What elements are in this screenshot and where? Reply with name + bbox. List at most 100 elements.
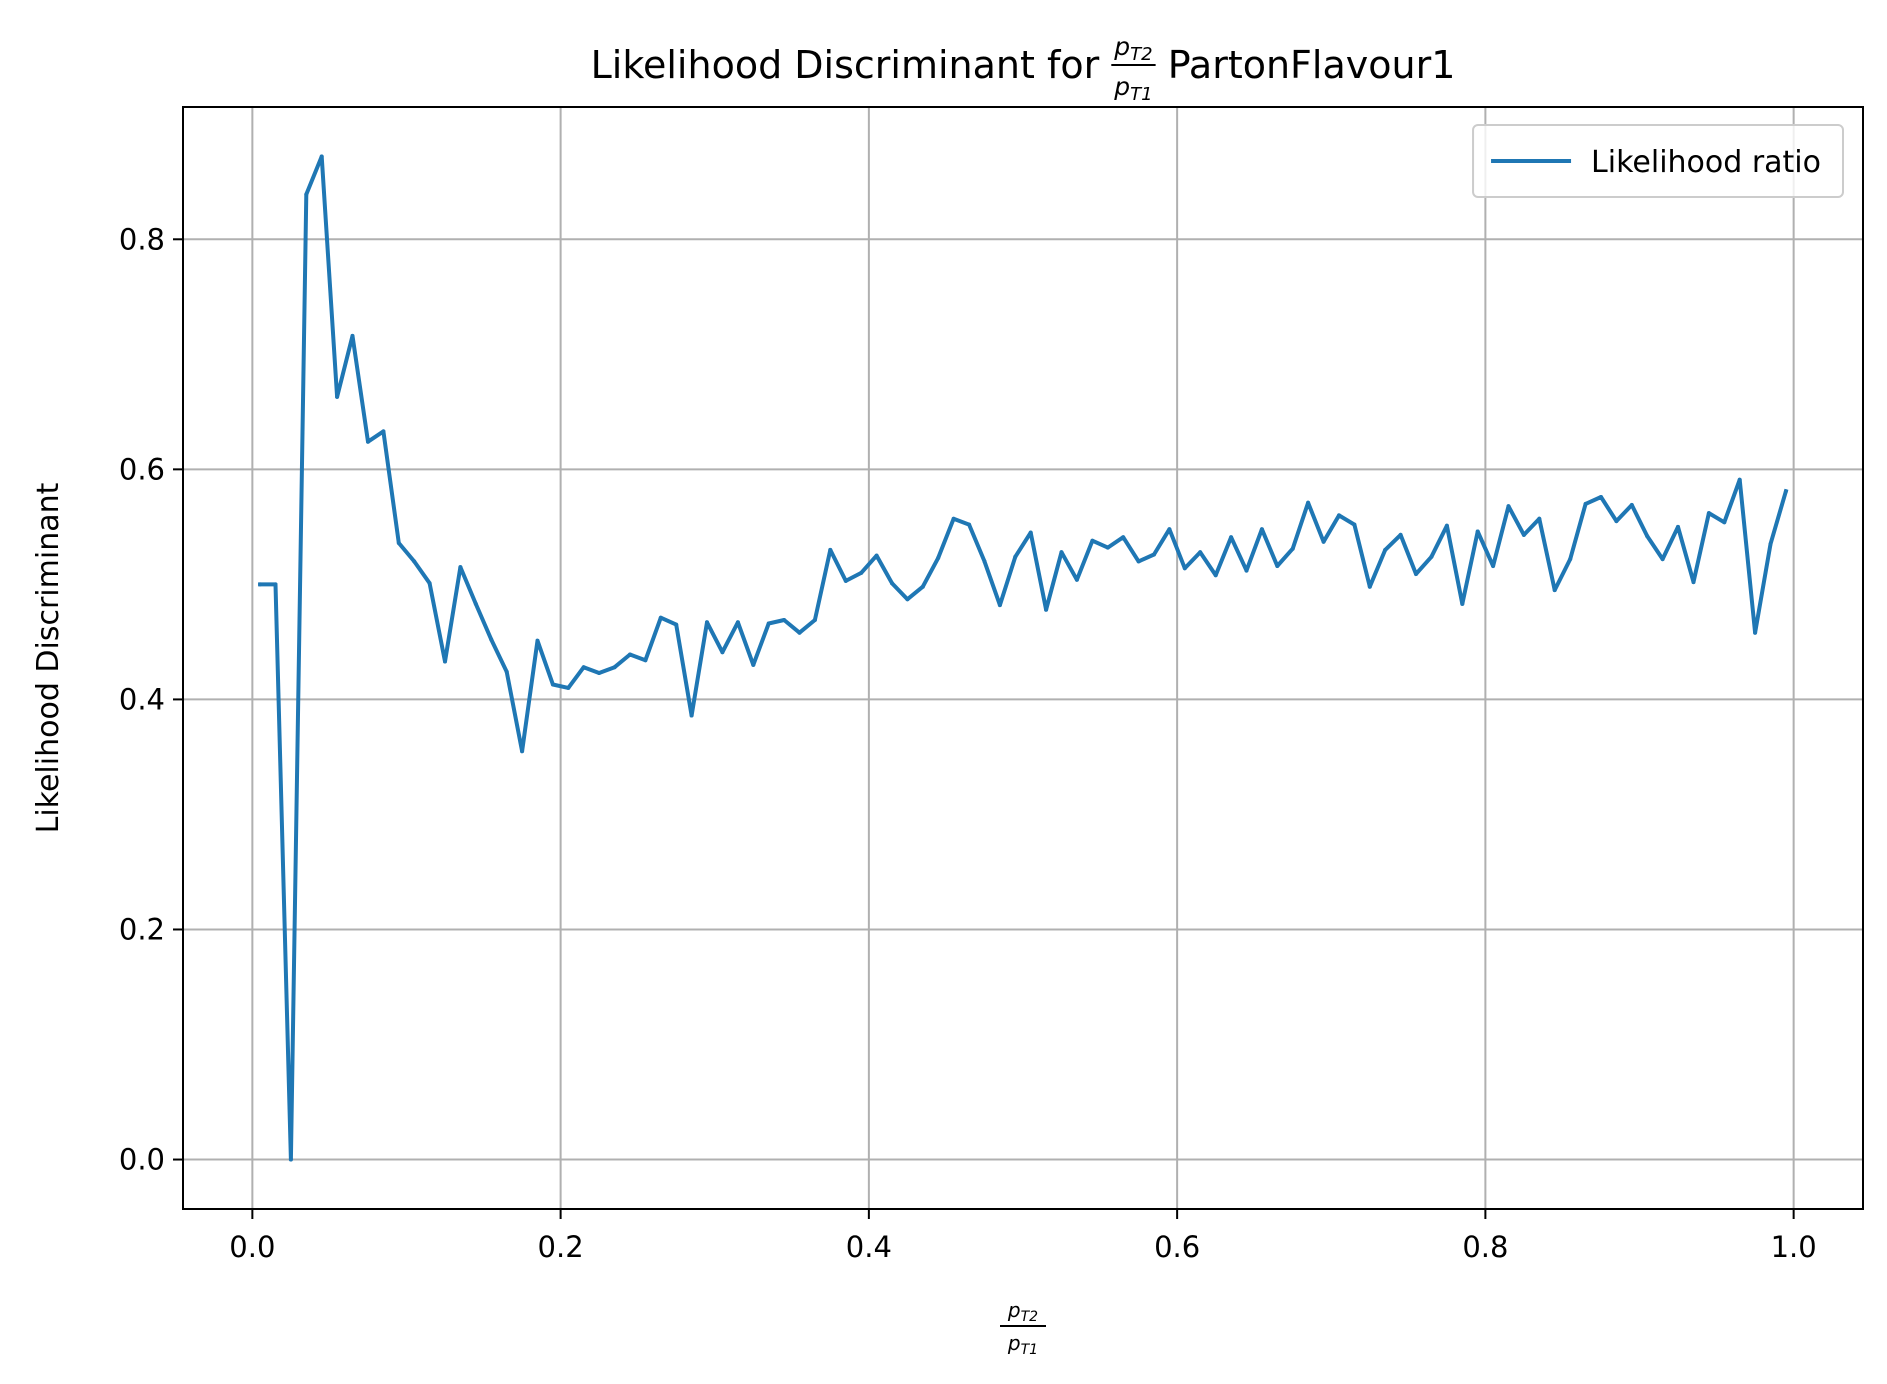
series-line <box>258 154 1789 1162</box>
data-point <box>782 618 787 622</box>
data-point <box>1275 564 1280 568</box>
data-point <box>1213 573 1218 578</box>
data-point <box>1599 495 1603 499</box>
data-point <box>1691 580 1696 585</box>
data-point <box>720 650 725 655</box>
data-point <box>412 559 417 564</box>
data-point <box>982 559 987 564</box>
data-point <box>1737 477 1742 482</box>
data-point <box>612 665 617 670</box>
data-point <box>273 582 278 587</box>
data-point <box>381 429 386 434</box>
data-point <box>658 615 663 620</box>
x-label-denominator: pT1 <box>1007 1331 1038 1358</box>
data-point <box>473 601 478 606</box>
series-layer <box>258 154 1789 1162</box>
data-point <box>1614 519 1619 524</box>
data-point <box>1660 557 1665 562</box>
grid-lines <box>183 107 1863 1209</box>
data-point <box>1259 527 1264 532</box>
data-point <box>458 565 463 570</box>
data-point <box>1783 489 1788 494</box>
title-fraction: pT2 pT1 <box>1111 32 1156 105</box>
x-tick-label: 1.0 <box>1771 1230 1817 1264</box>
data-point <box>874 553 879 558</box>
data-point <box>535 638 540 643</box>
x-tick-label: 0.2 <box>538 1230 584 1264</box>
x-axis-label: pT2 pT1 <box>1000 1298 1046 1358</box>
data-point <box>1460 601 1465 606</box>
data-point <box>304 192 309 197</box>
data-point <box>1629 503 1634 507</box>
data-point <box>1059 550 1064 555</box>
data-point <box>812 618 817 622</box>
data-point <box>1182 566 1187 571</box>
data-point <box>643 658 648 663</box>
x-tick-label: 0.0 <box>229 1230 275 1264</box>
data-point <box>628 652 632 657</box>
data-point <box>1506 504 1511 509</box>
data-point <box>1444 523 1449 528</box>
data-point <box>1676 524 1680 529</box>
data-point <box>1244 568 1249 573</box>
data-point <box>1583 501 1588 506</box>
data-point <box>550 682 555 687</box>
data-point <box>443 659 447 664</box>
legend-box <box>1472 124 1844 198</box>
data-point <box>288 1157 293 1162</box>
legend: Likelihood ratio <box>1472 124 1844 198</box>
data-point <box>1152 552 1156 557</box>
data-point <box>1306 500 1311 505</box>
y-tick-label: 0.4 <box>119 682 165 716</box>
data-point <box>597 671 602 675</box>
data-point <box>1321 539 1326 544</box>
data-point <box>951 516 956 521</box>
data-point <box>1398 532 1403 537</box>
y-tick-label: 0.0 <box>119 1143 165 1177</box>
x-tick-label: 0.4 <box>846 1230 892 1264</box>
data-point <box>504 669 509 674</box>
data-point <box>1645 534 1650 539</box>
data-point <box>1136 559 1141 564</box>
data-point <box>674 622 679 627</box>
data-point <box>905 597 910 602</box>
data-point <box>1414 572 1418 576</box>
data-point <box>1475 529 1480 534</box>
data-point <box>1706 511 1711 516</box>
x-tick-label: 0.8 <box>1462 1230 1508 1264</box>
data-point <box>1044 607 1049 612</box>
data-point <box>828 547 833 552</box>
data-point <box>1198 550 1203 555</box>
data-point <box>1229 535 1234 540</box>
y-tick-label: 0.6 <box>119 452 165 486</box>
data-point <box>1337 513 1341 518</box>
data-point <box>843 578 848 583</box>
title-fraction-numerator: pT2 <box>1113 32 1152 65</box>
data-point <box>258 582 263 587</box>
title-fraction-denominator: pT1 <box>1113 72 1152 105</box>
data-point <box>520 749 525 754</box>
data-point <box>335 394 340 399</box>
title-prefix: Likelihood Discriminant for <box>591 43 1112 87</box>
x-tick-label: 0.6 <box>1154 1230 1200 1264</box>
data-point <box>1290 546 1295 551</box>
data-point <box>489 637 494 642</box>
data-point <box>366 439 370 444</box>
data-point <box>1552 588 1557 593</box>
data-point <box>797 630 802 635</box>
data-point <box>1121 535 1126 540</box>
data-point <box>1013 554 1018 559</box>
data-point <box>396 541 401 545</box>
data-point <box>1352 522 1357 527</box>
data-point <box>566 685 571 690</box>
data-point <box>1028 530 1033 535</box>
y-tick-label: 0.8 <box>119 222 165 256</box>
data-point <box>1491 564 1496 568</box>
data-point <box>751 662 756 667</box>
data-point <box>766 621 771 626</box>
data-point <box>859 570 864 575</box>
data-point <box>735 620 740 625</box>
plot-frame <box>182 106 1864 1210</box>
